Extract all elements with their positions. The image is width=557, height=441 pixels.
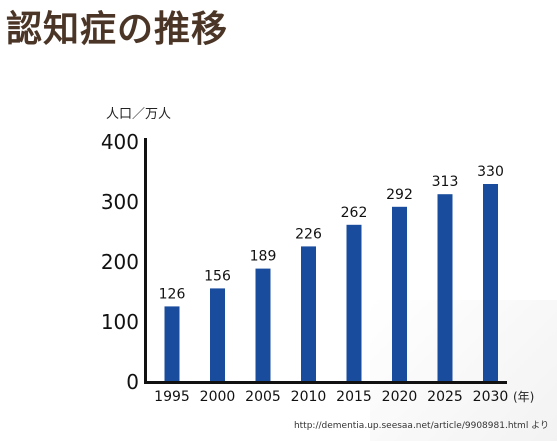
page-title: 認知症の推移	[6, 9, 229, 50]
x-tick-label: 2005	[245, 389, 281, 405]
bar	[255, 268, 271, 382]
x-tick-label: 2025	[427, 389, 463, 405]
data-label: 126	[159, 286, 186, 302]
data-label: 189	[250, 249, 277, 265]
data-label: 292	[386, 187, 413, 203]
x-tick-label: 2010	[291, 389, 327, 405]
data-label: 313	[432, 174, 459, 190]
y-tick-label: 200	[101, 250, 139, 274]
bar	[392, 206, 407, 382]
bar	[483, 184, 498, 382]
bar	[437, 194, 453, 382]
x-tick-label: 2000	[200, 389, 236, 405]
y-tick-label: 300	[101, 190, 139, 214]
bar	[210, 288, 225, 382]
y-tick-label: 400	[101, 130, 139, 154]
x-tick-label: 2015	[336, 389, 372, 405]
y-tick-label: 0	[126, 370, 139, 394]
x-tick-label: 2020	[382, 389, 418, 405]
bar	[346, 224, 362, 382]
bar	[164, 306, 180, 382]
y-axis-ticks: 0 100 200 300 400	[101, 130, 139, 394]
data-label: 156	[204, 268, 231, 284]
x-tick-label: 1995	[154, 389, 190, 405]
x-axis-ticks: 1995 2000 2005 2010 2015 2020 2025 2030	[154, 389, 508, 405]
y-tick-label: 100	[101, 310, 139, 334]
data-label: 262	[341, 205, 368, 221]
y-axis-label: 人口／万人	[106, 107, 171, 122]
x-axis-unit: (年)	[513, 390, 534, 404]
bars	[164, 184, 498, 382]
data-label: 226	[295, 226, 322, 242]
x-tick-label: 2030	[473, 389, 509, 405]
value-labels: 126 156 189 226 262 292 313 330	[159, 164, 504, 302]
data-label: 330	[477, 164, 504, 180]
source-note: http://dementia.up.seesaa.net/article/99…	[293, 421, 549, 431]
bar	[301, 246, 316, 382]
